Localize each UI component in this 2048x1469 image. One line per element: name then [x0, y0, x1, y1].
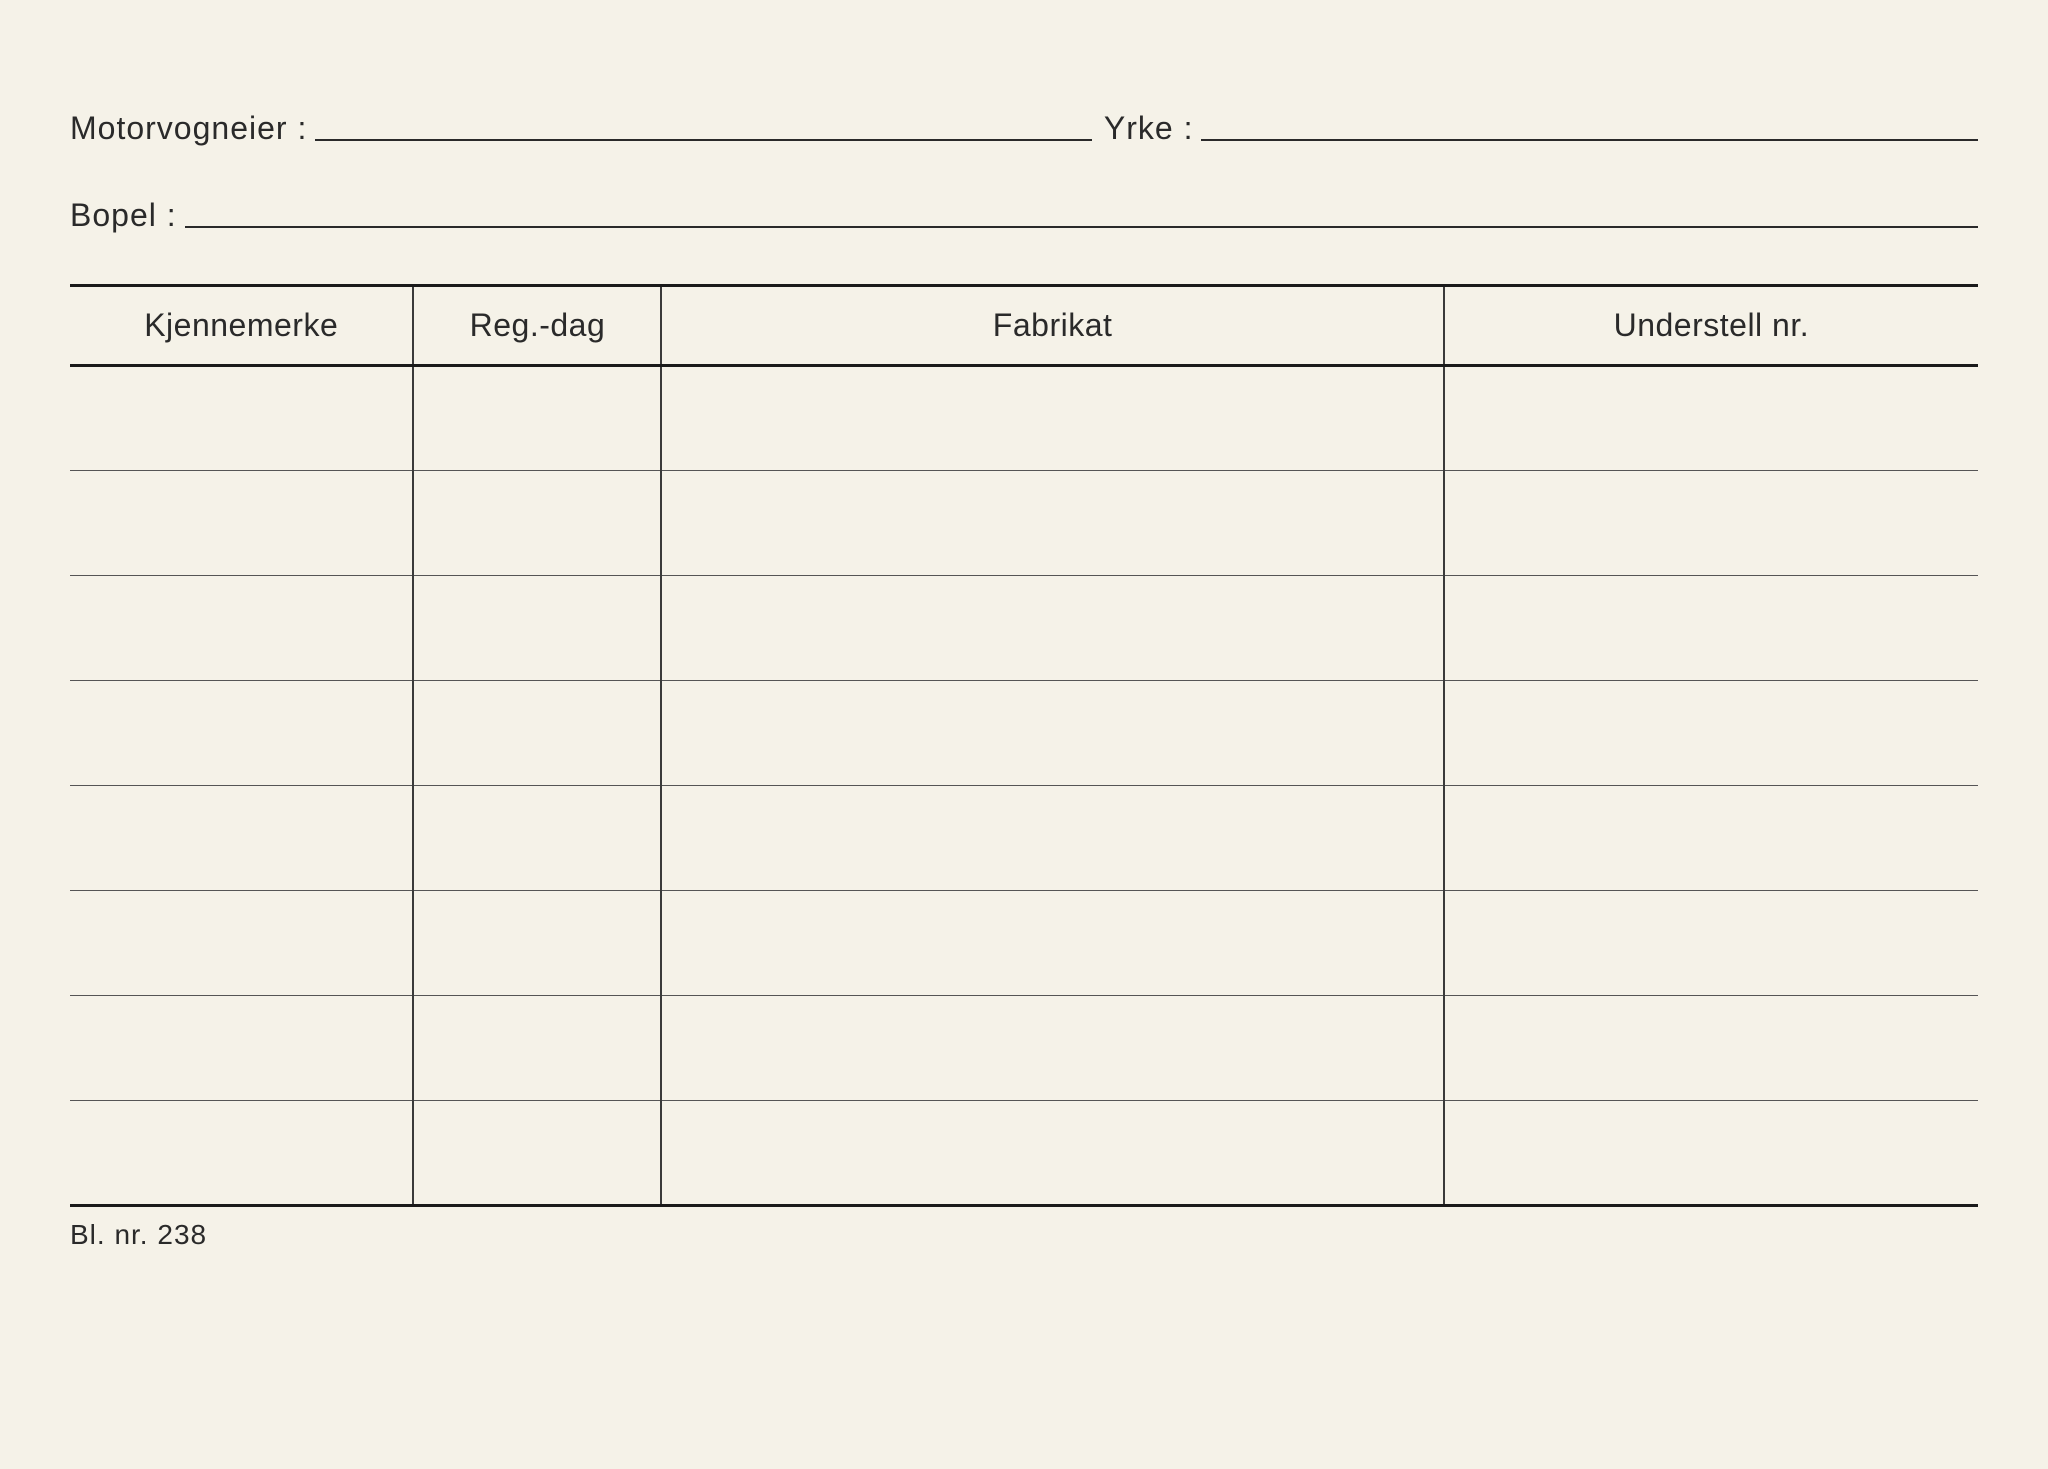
motorvogneier-input-line[interactable]: [315, 139, 1092, 141]
yrke-label: Yrke :: [1104, 110, 1194, 147]
cell-understell[interactable]: [1444, 576, 1978, 681]
bopel-label: Bopel :: [70, 197, 177, 234]
cell-kjennemerke[interactable]: [70, 786, 413, 891]
cell-regdag[interactable]: [413, 1101, 661, 1206]
cell-regdag[interactable]: [413, 996, 661, 1101]
cell-understell[interactable]: [1444, 891, 1978, 996]
bopel-input-line[interactable]: [185, 226, 1978, 228]
table-body: [70, 366, 1978, 1206]
table-row: [70, 1101, 1978, 1206]
cell-understell[interactable]: [1444, 471, 1978, 576]
cell-fabrikat[interactable]: [661, 891, 1443, 996]
cell-kjennemerke[interactable]: [70, 471, 413, 576]
cell-fabrikat[interactable]: [661, 366, 1443, 471]
cell-understell[interactable]: [1444, 1101, 1978, 1206]
yrke-input-line[interactable]: [1201, 139, 1978, 141]
cell-regdag[interactable]: [413, 681, 661, 786]
table-row: [70, 891, 1978, 996]
cell-understell[interactable]: [1444, 786, 1978, 891]
vehicle-table-wrapper: Kjennemerke Reg.-dag Fabrikat Understell…: [70, 284, 1978, 1207]
cell-regdag[interactable]: [413, 366, 661, 471]
cell-fabrikat[interactable]: [661, 471, 1443, 576]
cell-fabrikat[interactable]: [661, 996, 1443, 1101]
col-header-kjennemerke: Kjennemerke: [70, 286, 413, 366]
cell-understell[interactable]: [1444, 681, 1978, 786]
cell-regdag[interactable]: [413, 471, 661, 576]
cell-kjennemerke[interactable]: [70, 1101, 413, 1206]
cell-regdag[interactable]: [413, 891, 661, 996]
table-row: [70, 366, 1978, 471]
cell-understell[interactable]: [1444, 366, 1978, 471]
table-row: [70, 786, 1978, 891]
table-header-row: Kjennemerke Reg.-dag Fabrikat Understell…: [70, 286, 1978, 366]
cell-regdag[interactable]: [413, 576, 661, 681]
cell-kjennemerke[interactable]: [70, 681, 413, 786]
table-row: [70, 996, 1978, 1101]
table-row: [70, 471, 1978, 576]
cell-fabrikat[interactable]: [661, 1101, 1443, 1206]
form-number: Bl. nr. 238: [70, 1219, 1978, 1251]
table-row: [70, 681, 1978, 786]
table-row: [70, 576, 1978, 681]
col-header-fabrikat: Fabrikat: [661, 286, 1443, 366]
col-header-regdag: Reg.-dag: [413, 286, 661, 366]
field-row-motorvogneier-yrke: Motorvogneier : Yrke :: [70, 110, 1978, 147]
field-row-bopel: Bopel :: [70, 197, 1978, 234]
cell-fabrikat[interactable]: [661, 786, 1443, 891]
cell-understell[interactable]: [1444, 996, 1978, 1101]
cell-fabrikat[interactable]: [661, 576, 1443, 681]
cell-kjennemerke[interactable]: [70, 891, 413, 996]
vehicle-table: Kjennemerke Reg.-dag Fabrikat Understell…: [70, 284, 1978, 1207]
cell-kjennemerke[interactable]: [70, 996, 413, 1101]
motorvogneier-label: Motorvogneier :: [70, 110, 307, 147]
cell-kjennemerke[interactable]: [70, 576, 413, 681]
cell-kjennemerke[interactable]: [70, 366, 413, 471]
cell-regdag[interactable]: [413, 786, 661, 891]
cell-fabrikat[interactable]: [661, 681, 1443, 786]
registration-card: Motorvogneier : Yrke : Bopel : Kjennemer…: [70, 110, 1978, 1469]
col-header-understell: Understell nr.: [1444, 286, 1978, 366]
